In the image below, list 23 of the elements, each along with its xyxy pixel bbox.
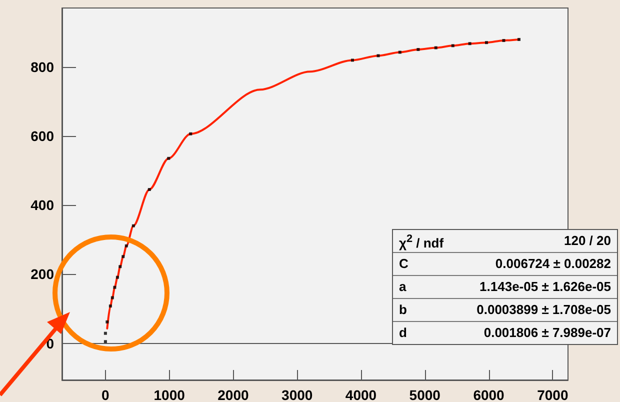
annotation: d [399, 325, 407, 341]
annotation: b [399, 302, 407, 318]
x-tick-label: 3000 [282, 387, 313, 402]
x-tick-label: 6000 [473, 387, 505, 402]
x-tick-label: 0 [102, 387, 110, 402]
x-tick-label: 1000 [154, 387, 186, 402]
annotation: 120 / 20 [564, 233, 611, 249]
y-tick-label: 200 [30, 266, 54, 282]
annotation: 0.0003899 ± 1.708e-05 [476, 302, 611, 318]
annotation: 1.143e-05 ± 1.626e-05 [480, 279, 611, 295]
x-tick-label: 2000 [218, 387, 249, 402]
y-tick-label: 600 [30, 128, 54, 144]
annotation: C [399, 256, 408, 272]
annotation: 0.001806 ± 7.989e-07 [484, 325, 611, 341]
x-tick-label: 7000 [537, 387, 568, 402]
y-tick-label: 0 [46, 335, 54, 352]
x-tick-label: 5000 [409, 387, 441, 402]
x-tick-label: 4000 [345, 387, 377, 402]
y-tick-label: 400 [30, 197, 54, 214]
annotation: 0.006724 ± 0.00282 [495, 256, 611, 272]
annotation: χ$^{2}$ / ndf [399, 233, 444, 250]
y-tick-label: 800 [30, 58, 54, 75]
annotation: a [399, 279, 406, 295]
